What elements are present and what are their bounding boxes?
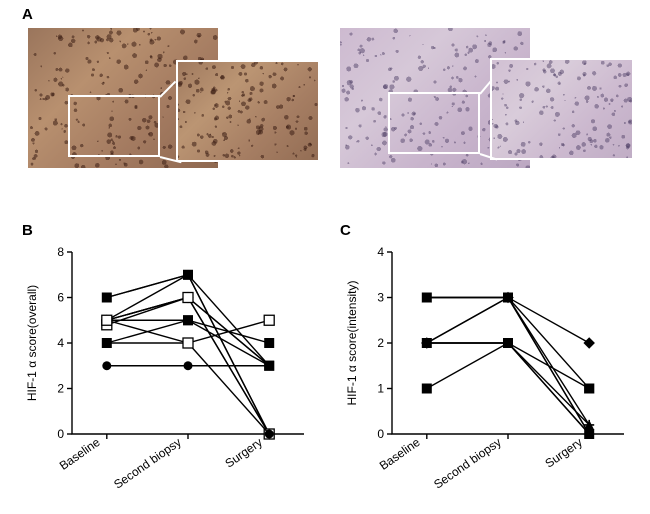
data-marker (265, 430, 274, 439)
data-marker (422, 384, 432, 394)
y-tick-label: 1 (377, 382, 384, 396)
data-marker (584, 384, 594, 394)
series-line (427, 298, 589, 435)
data-marker (183, 315, 193, 325)
data-marker (102, 339, 111, 348)
series-line (427, 343, 589, 389)
data-marker (102, 293, 112, 303)
y-tick-label: 3 (377, 291, 384, 305)
panel-b-chart: 02468BaselineSecond biopsySurgeryHIF-1 α… (18, 238, 318, 508)
data-marker (264, 338, 274, 348)
data-marker (583, 337, 595, 349)
y-tick-label: 0 (377, 427, 384, 441)
series-line (107, 343, 269, 434)
y-axis-title: HIF-1 α score(intensity) (345, 281, 359, 406)
series-line (427, 298, 589, 435)
panel-a-left-zoom (178, 62, 318, 160)
y-axis-title: HIF-1 α score(overall) (25, 285, 39, 401)
series-line (107, 298, 269, 366)
data-marker (584, 429, 594, 439)
panel-a-right-zoom (492, 60, 632, 158)
series-line (427, 343, 589, 434)
y-tick-label: 8 (57, 245, 64, 259)
y-tick-label: 0 (57, 427, 64, 441)
y-tick-label: 6 (57, 291, 64, 305)
x-category-label: Second biopsy (111, 435, 184, 492)
y-tick-label: 4 (377, 245, 384, 259)
data-marker (183, 293, 193, 303)
y-tick-label: 4 (57, 336, 64, 350)
series-line (107, 298, 269, 366)
data-marker (503, 338, 513, 348)
data-marker (184, 361, 193, 370)
figure-root: A B 02468BaselineSecond biopsySurgeryHIF… (0, 0, 650, 514)
data-marker (264, 315, 274, 325)
x-category-label: Second biopsy (431, 435, 504, 492)
data-marker (102, 361, 111, 370)
series-line (427, 343, 589, 434)
series-line (427, 343, 589, 425)
y-tick-label: 2 (57, 382, 64, 396)
x-category-label: Surgery (542, 435, 584, 471)
panel-a-label: A (22, 6, 33, 23)
data-marker (102, 315, 112, 325)
x-category-label: Surgery (222, 435, 264, 471)
data-marker (183, 338, 193, 348)
y-tick-label: 2 (377, 336, 384, 350)
panel-c-chart: 01234BaselineSecond biopsySurgeryHIF-1 α… (338, 238, 638, 508)
panel-c-label: C (340, 222, 351, 239)
data-marker (265, 361, 274, 370)
panel-b-label: B (22, 222, 33, 239)
series-line (427, 298, 589, 344)
